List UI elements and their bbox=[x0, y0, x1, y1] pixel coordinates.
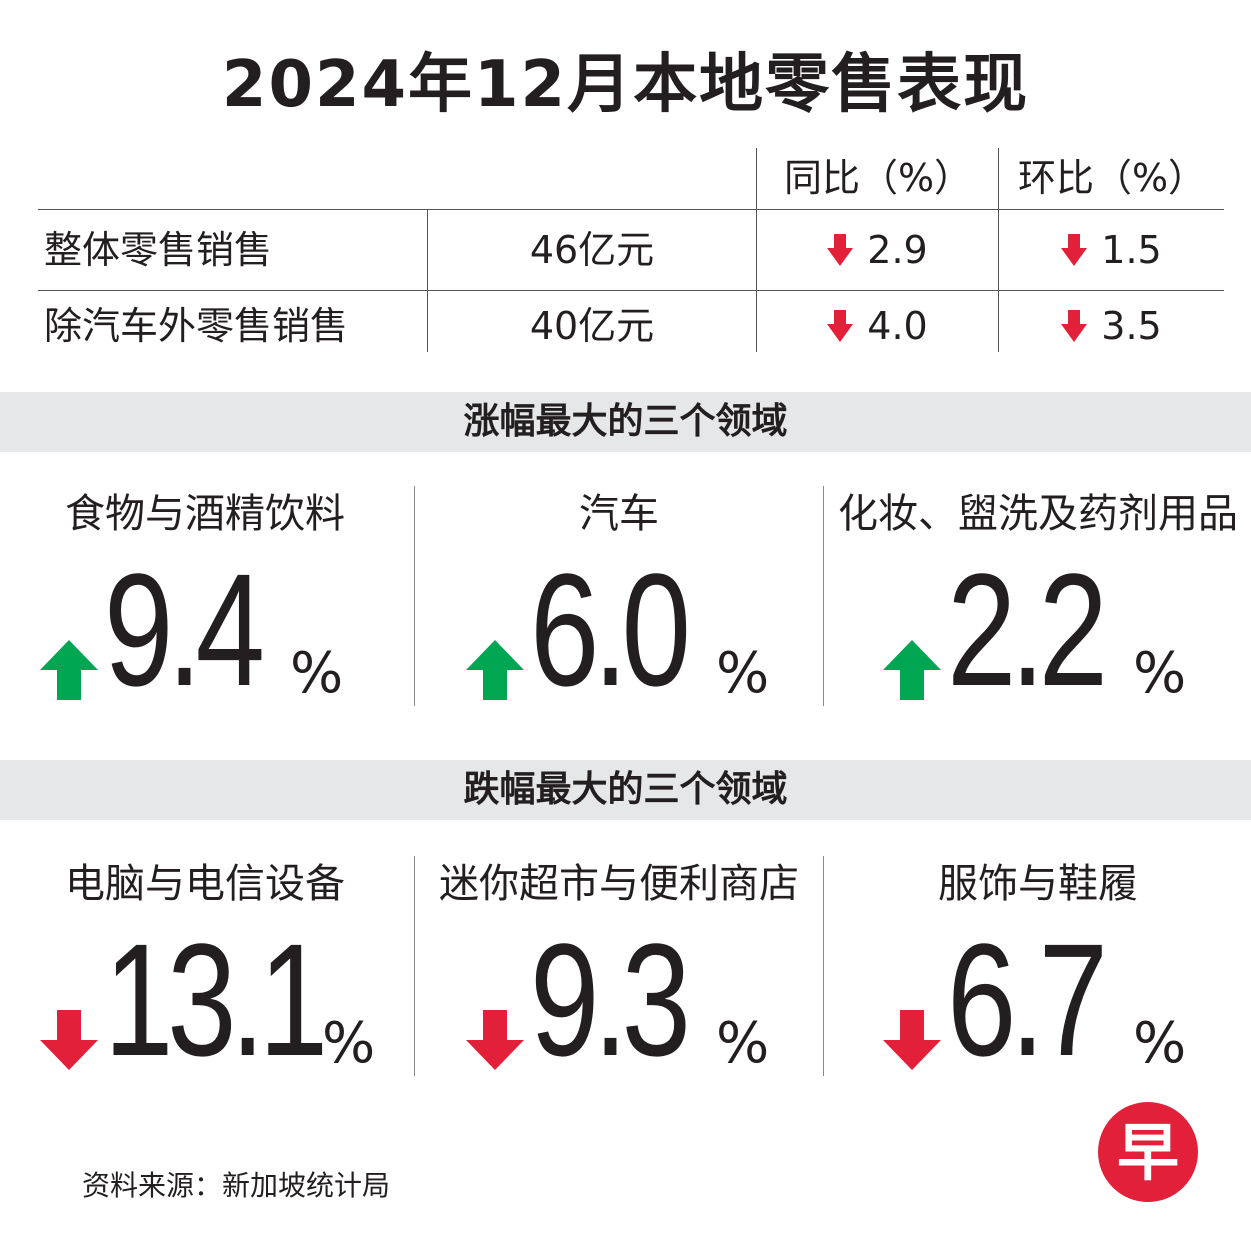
mom-value: 1.5 bbox=[1101, 228, 1162, 272]
percent-value: 2.2 bbox=[947, 540, 1108, 719]
fall-section-heading: 跌幅最大的三个领域 bbox=[0, 760, 1251, 820]
category-label: 电脑与电信设备 bbox=[65, 861, 345, 907]
column-separator bbox=[414, 486, 415, 706]
zaobao-logo-icon: 早 bbox=[1098, 1102, 1198, 1202]
column-separator bbox=[414, 856, 415, 1076]
category-label: 食物与酒精饮料 bbox=[65, 491, 345, 537]
header-yoy: 同比（%） bbox=[783, 156, 973, 200]
row-value: 40亿元 bbox=[529, 304, 655, 348]
percent-sign: % bbox=[1133, 641, 1187, 706]
row-mom: 3.5 bbox=[999, 288, 1224, 364]
row-value: 46亿元 bbox=[529, 228, 655, 272]
rise-item: 化妆、盥洗及药剂用品 2.2 % bbox=[833, 486, 1243, 716]
rise-item: 食物与酒精饮料 9.4 % bbox=[0, 486, 410, 716]
percent-value: 6.0 bbox=[530, 540, 691, 719]
percent-sign: % bbox=[716, 641, 770, 706]
down-arrow-icon bbox=[466, 1010, 524, 1070]
percent-value: 6.7 bbox=[947, 910, 1108, 1089]
fall-item: 服饰与鞋履 6.7 % bbox=[833, 856, 1243, 1086]
table-divider bbox=[998, 148, 999, 352]
percent-sign: % bbox=[1133, 1011, 1187, 1076]
row-label: 除汽车外零售销售 bbox=[44, 304, 349, 348]
rise-section-heading: 涨幅最大的三个领域 bbox=[0, 392, 1251, 452]
down-arrow-icon bbox=[1061, 233, 1088, 266]
down-arrow-icon bbox=[883, 1010, 941, 1070]
table-divider bbox=[38, 290, 1224, 291]
table-divider bbox=[756, 148, 757, 352]
summary-table: 同比（%） 环比（%） 整体零售销售 46亿元 2.9 1.5 除汽车外零售销售… bbox=[38, 148, 1224, 358]
category-label: 化妆、盥洗及药剂用品 bbox=[838, 491, 1238, 537]
page-title: 2024年12月本地零售表现 bbox=[221, 48, 1030, 122]
mom-value: 3.5 bbox=[1101, 304, 1162, 348]
percent-sign: % bbox=[322, 1011, 376, 1076]
fall-item: 迷你超市与便利商店 9.3 % bbox=[414, 856, 824, 1086]
up-arrow-icon bbox=[40, 640, 98, 700]
down-arrow-icon bbox=[1061, 309, 1088, 342]
category-label: 迷你超市与便利商店 bbox=[439, 861, 799, 907]
down-arrow-icon bbox=[827, 309, 854, 342]
header-mom: 环比（%） bbox=[1017, 156, 1207, 200]
column-separator bbox=[823, 486, 824, 706]
percent-sign: % bbox=[290, 641, 344, 706]
logo-char: 早 bbox=[1117, 1116, 1179, 1189]
yoy-value: 4.0 bbox=[867, 304, 928, 348]
up-arrow-icon bbox=[883, 640, 941, 700]
percent-sign: % bbox=[716, 1011, 770, 1076]
row-yoy: 4.0 bbox=[757, 288, 998, 364]
percent-value: 9.3 bbox=[530, 910, 691, 1089]
category-label: 汽车 bbox=[579, 491, 659, 537]
yoy-value: 2.9 bbox=[867, 228, 928, 272]
percent-value: 13.1 bbox=[104, 910, 328, 1089]
up-arrow-icon bbox=[466, 640, 524, 700]
source-note: 资料来源：新加坡统计局 bbox=[82, 1169, 391, 1202]
percent-value: 9.4 bbox=[104, 540, 265, 719]
table-divider bbox=[427, 210, 428, 352]
table-divider bbox=[38, 209, 1224, 210]
column-separator bbox=[823, 856, 824, 1076]
down-arrow-icon bbox=[40, 1010, 98, 1070]
fall-item: 电脑与电信设备 13.1 % bbox=[0, 856, 410, 1086]
row-yoy: 2.9 bbox=[757, 212, 998, 288]
category-label: 服饰与鞋履 bbox=[938, 861, 1138, 907]
row-label: 整体零售销售 bbox=[44, 228, 273, 272]
row-mom: 1.5 bbox=[999, 212, 1224, 288]
rise-item: 汽车 6.0 % bbox=[414, 486, 824, 716]
down-arrow-icon bbox=[827, 233, 854, 266]
